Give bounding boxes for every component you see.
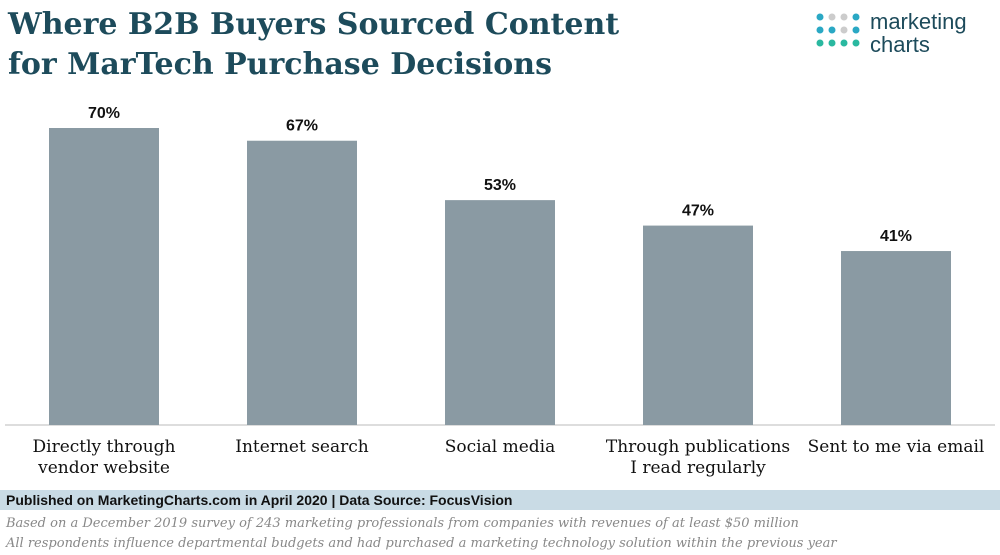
note: Based on a December 2019 survey of 243 m… [5,516,799,531]
published: Published on MarketingCharts.com in Apri… [6,492,512,508]
note: All respondents influence departmental b… [5,536,837,551]
bar [247,140,357,425]
bar [445,200,555,425]
logo-text: marketing [870,9,967,34]
x-tick-label: Social media [445,437,555,457]
value-label: 53% [484,177,516,194]
x-tick-label: Internet search [235,437,368,457]
value-label: 67% [286,118,318,135]
x-tick-label: Through publications I read regularly [606,437,790,478]
x-tick-label: Sent to me via email [808,437,985,457]
value-label: 47% [682,203,714,220]
chart-title: Where B2B Buyers Sourced Content [7,7,619,42]
footer-band [0,490,1000,510]
x-tick-label: Directly through vendor website [33,437,176,478]
bar [643,225,753,425]
logo-text: charts [870,32,930,57]
bar [49,128,159,425]
chart-title: for MarTech Purchase Decisions [8,47,552,82]
value-label: 70% [88,105,120,122]
logo-dots [816,13,860,47]
value-label: 41% [880,228,912,245]
bar [841,251,951,425]
